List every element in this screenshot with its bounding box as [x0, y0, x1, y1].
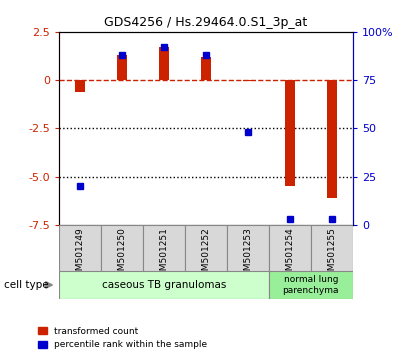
- FancyBboxPatch shape: [311, 225, 353, 271]
- FancyBboxPatch shape: [59, 225, 101, 271]
- Bar: [75, 80, 85, 92]
- Title: GDS4256 / Hs.29464.0.S1_3p_at: GDS4256 / Hs.29464.0.S1_3p_at: [104, 16, 307, 29]
- FancyBboxPatch shape: [143, 225, 185, 271]
- Text: GSM501249: GSM501249: [75, 227, 84, 282]
- Text: normal lung
parenchyma: normal lung parenchyma: [283, 275, 339, 295]
- Text: GSM501254: GSM501254: [285, 227, 294, 282]
- Text: GSM501251: GSM501251: [159, 227, 168, 282]
- Text: cell type: cell type: [4, 280, 49, 290]
- Text: GSM501253: GSM501253: [243, 227, 252, 282]
- Text: GSM501250: GSM501250: [117, 227, 126, 282]
- FancyBboxPatch shape: [269, 271, 353, 299]
- FancyBboxPatch shape: [185, 225, 227, 271]
- Bar: [117, 55, 127, 80]
- Bar: [159, 47, 169, 80]
- Bar: [285, 80, 295, 186]
- Bar: [201, 57, 211, 80]
- Legend: transformed count, percentile rank within the sample: transformed count, percentile rank withi…: [38, 327, 207, 349]
- Text: GSM501252: GSM501252: [201, 227, 210, 282]
- FancyBboxPatch shape: [59, 271, 269, 299]
- FancyBboxPatch shape: [227, 225, 269, 271]
- Text: GSM501255: GSM501255: [327, 227, 336, 282]
- Bar: [327, 80, 337, 198]
- FancyBboxPatch shape: [101, 225, 143, 271]
- Bar: [243, 80, 253, 81]
- Text: caseous TB granulomas: caseous TB granulomas: [102, 280, 226, 290]
- FancyBboxPatch shape: [269, 225, 311, 271]
